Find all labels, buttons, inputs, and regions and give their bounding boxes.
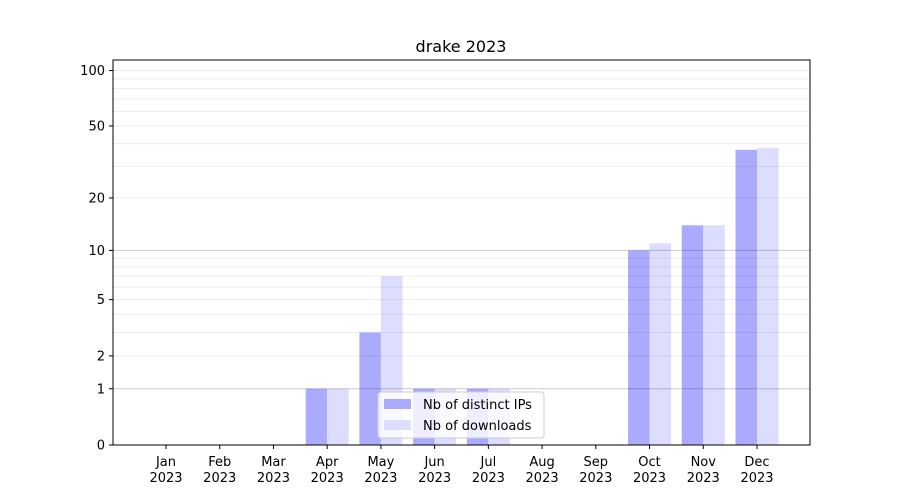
legend: Nb of distinct IPs Nb of downloads [377,391,545,439]
bar-downloads [649,243,672,445]
x-tick-label: Nov 2023 [687,455,720,486]
plot-frame [112,59,811,446]
y-axis: 0 1 2 5 10 20 50 100 [80,64,113,454]
x-tick-label: Jul 2023 [472,455,505,486]
x-tick-label: Aug 2023 [526,455,559,486]
bar-downloads [757,147,779,446]
bar-ips [735,149,757,445]
x-tick-label: May 2023 [364,455,397,486]
x-tick-label: Oct 2023 [633,455,666,486]
legend-label-downloads: Nb of downloads [423,419,532,434]
y-tick-label: 1 [97,382,105,397]
grid-major [113,70,810,390]
x-axis: Jan 2023 Feb 2023 Mar 2023 Apr 2023 May 2023 Jun 20… [149,445,774,486]
bar-downloads [703,225,725,445]
y-tick-label: 10 [88,244,105,259]
x-tick-label: Feb 2023 [203,455,236,486]
bar-downloads [327,388,349,445]
y-tick-label: 20 [88,191,105,206]
y-tick-label: 5 [97,293,105,308]
legend-swatch-ips [384,399,411,409]
y-tick-label: 50 [88,119,105,134]
legend-box [377,391,545,439]
chart-title: drake 2023 [416,37,507,56]
y-tick-label: 100 [80,64,105,79]
x-tick-label: Mar 2023 [257,455,290,486]
y-tick-label: 2 [97,349,105,364]
x-tick-label: Sep 2023 [579,455,612,486]
legend-swatch-downloads [384,420,411,430]
x-tick-label: Jan 2023 [149,455,182,486]
legend-label-ips: Nb of distinct IPs [423,398,532,413]
bar-ips [628,250,650,445]
y-tick-label: 0 [97,439,105,454]
x-tick-label: Jun 2023 [418,455,451,486]
x-tick-label: Apr 2023 [311,455,344,486]
bar-ips [359,332,381,445]
bar-ips [305,388,328,445]
x-tick-label: Dec 2023 [740,455,773,486]
bar-ips [681,225,704,445]
